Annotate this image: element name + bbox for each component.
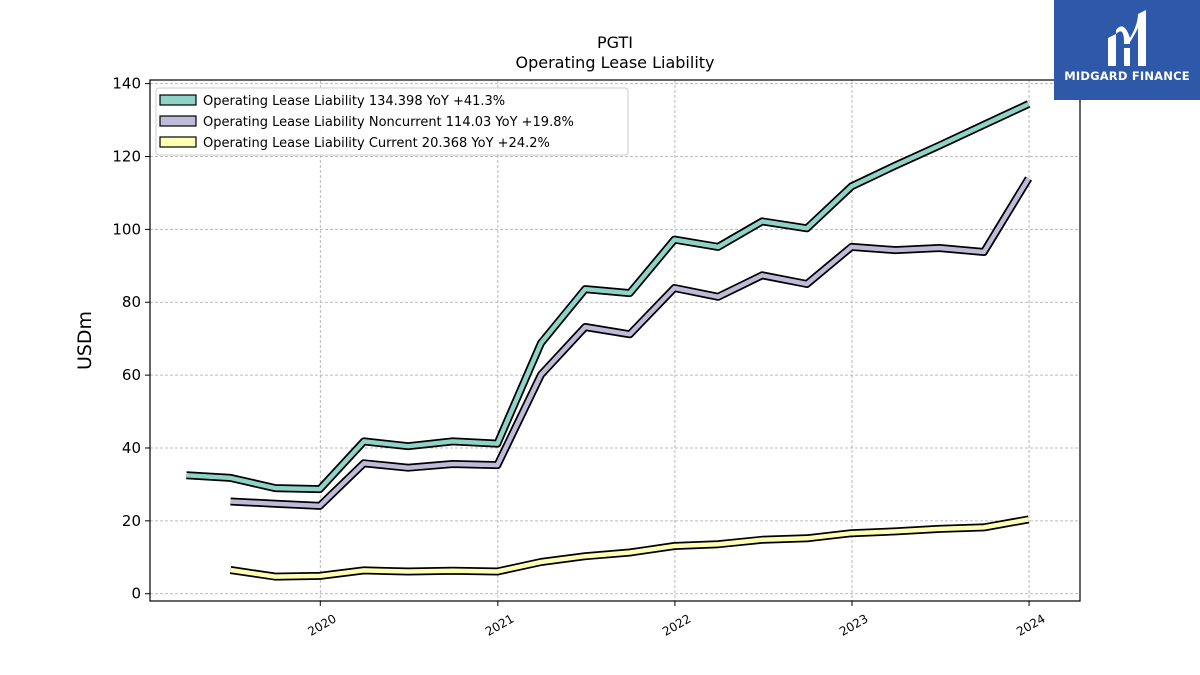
chart-subtitle: Operating Lease Liability	[515, 53, 714, 72]
x-tick-label: 2020	[305, 611, 338, 638]
x-tick-label: 2021	[483, 611, 516, 638]
legend-box	[155, 87, 629, 156]
legend-swatch	[159, 136, 197, 148]
brand-logo-text: MIDGARD FINANCE	[1064, 69, 1190, 83]
y-tick-label: 80	[122, 293, 141, 311]
legend-item: Operating Lease Liability Noncurrent 114…	[159, 115, 574, 130]
series-1	[186, 100, 1031, 494]
y-tick-label: 20	[122, 512, 141, 530]
series-2	[230, 176, 1033, 510]
legend-item: Operating Lease Liability Current 20.368…	[159, 136, 550, 151]
y-axis-label: USDm	[74, 311, 96, 370]
y-tick-label: 0	[131, 585, 141, 603]
brand-logo-icon	[1108, 10, 1146, 66]
x-tick-label: 2022	[660, 611, 693, 638]
legend: Operating Lease Liability 134.398 YoY +4…	[155, 87, 629, 156]
legend-item: Operating Lease Liability 134.398 YoY +4…	[159, 94, 505, 109]
y-tick-label: 120	[112, 148, 141, 166]
series-layer	[186, 100, 1033, 581]
series-line-outline	[229, 515, 1030, 581]
series-line	[186, 101, 1030, 492]
legend-label: Operating Lease Liability 134.398 YoY +4…	[203, 94, 505, 109]
legend-label: Operating Lease Liability Noncurrent 114…	[203, 115, 574, 130]
y-tick-label: 100	[112, 220, 141, 238]
series-3	[229, 515, 1030, 581]
legend-swatch	[159, 115, 197, 127]
x-ticks: 2020 2021 2022 2023 2024	[305, 601, 1048, 639]
x-tick-label: 2024	[1014, 611, 1047, 638]
y-tick-label: 140	[112, 75, 141, 93]
y-tick-label: 40	[122, 439, 141, 457]
legend-swatch	[159, 94, 197, 106]
grid	[150, 80, 1080, 601]
brand-logo: MIDGARD FINANCE	[1054, 0, 1200, 100]
plot-frame	[149, 79, 1081, 602]
series-line	[230, 517, 1029, 579]
x-tick-label: 2023	[837, 611, 870, 638]
legend-label: Operating Lease Liability Current 20.368…	[203, 136, 550, 151]
y-ticks: 0 20 40 60 80 100 120 140	[112, 75, 150, 603]
chart-title: PGTI	[597, 33, 633, 52]
series-line	[230, 177, 1031, 509]
y-tick-label: 60	[122, 366, 141, 384]
